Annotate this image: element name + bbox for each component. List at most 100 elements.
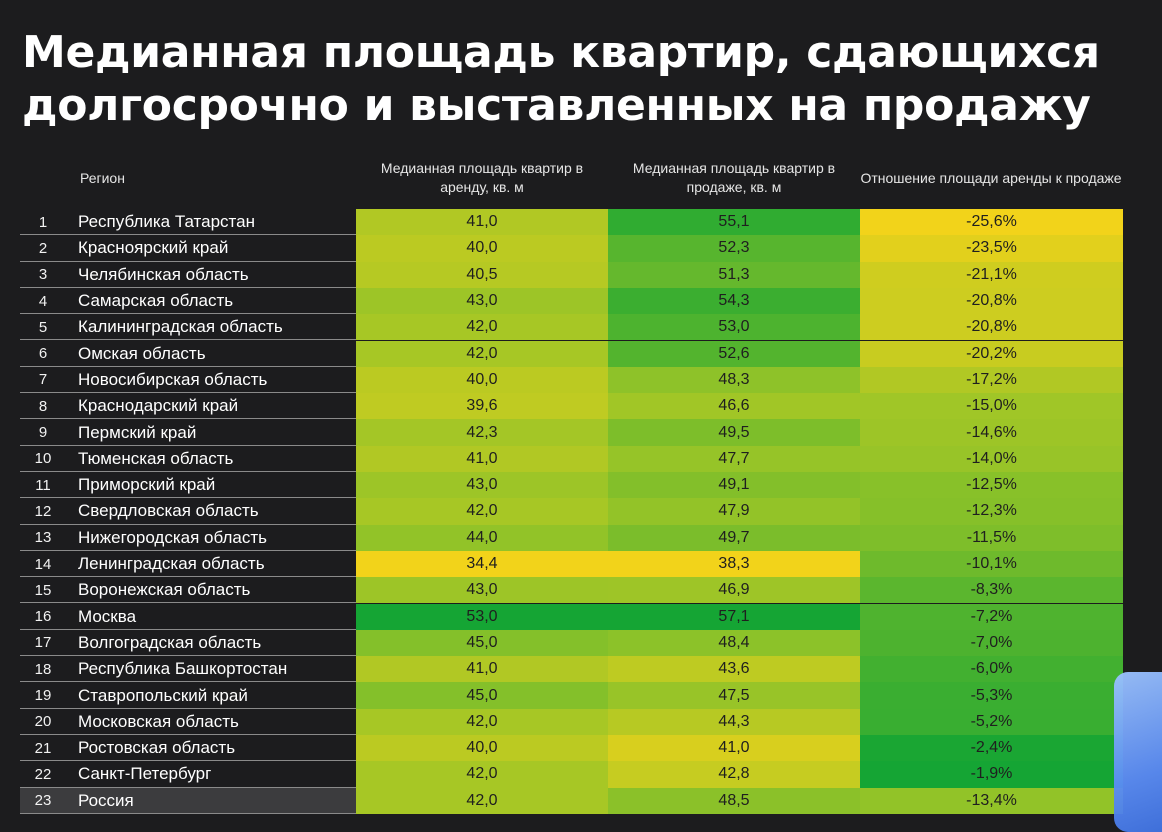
row-number: 7 <box>38 371 48 389</box>
region-name: Красноярский край <box>78 238 229 258</box>
region-name: Санкт-Петербург <box>78 764 212 784</box>
ratio-value-cell: -20,8% <box>860 314 1123 341</box>
sale-value-cell: 46,6 <box>608 393 860 420</box>
table-row: 8 Краснодарский край 39,6 46,6 -15,0% <box>20 393 1123 420</box>
row-number: 5 <box>38 318 48 336</box>
column-header-rent: Медианная площадь квартир в аренду, кв. … <box>380 160 584 195</box>
rent-value-cell: 40,0 <box>356 235 608 262</box>
rent-value-cell: 43,0 <box>356 577 608 604</box>
sale-value-cell: 49,7 <box>608 524 860 551</box>
ratio-value-cell: -20,8% <box>860 287 1123 315</box>
ratio-value-cell: -1,9% <box>860 761 1123 788</box>
ratio-value-cell: -5,2% <box>860 708 1123 735</box>
sale-value-cell: 49,1 <box>608 472 860 499</box>
row-number: 15 <box>34 581 52 599</box>
region-name: Республика Башкортостан <box>78 659 288 679</box>
ratio-value-cell: -7,0% <box>860 629 1123 657</box>
region-name: Омская область <box>78 343 206 363</box>
table-row: 4 Самарская область 43,0 54,3 -20,8% <box>20 287 1123 315</box>
ratio-value-cell: -8,3% <box>860 577 1123 604</box>
region-name: Республика Татарстан <box>78 212 255 232</box>
table-row: 21 Ростовская область 40,0 41,0 -2,4% <box>20 735 1123 762</box>
rent-value-cell: 42,0 <box>356 787 608 814</box>
sale-value-cell: 47,5 <box>608 682 860 709</box>
table-row: 7 Новосибирская область 40,0 48,3 -17,2% <box>20 366 1123 394</box>
rent-value-cell: 41,0 <box>356 209 608 236</box>
region-name: Москва <box>78 606 137 626</box>
row-number: 12 <box>34 502 52 520</box>
row-number: 23 <box>20 787 66 814</box>
region-name: Ростовская область <box>78 738 236 758</box>
region-name: Свердловская область <box>78 501 259 521</box>
table-row: 15 Воронежская область 43,0 46,9 -8,3% <box>20 577 1123 604</box>
table-row: 9 Пермский край 42,3 49,5 -14,6% <box>20 419 1123 446</box>
ratio-value-cell: -14,6% <box>860 419 1123 446</box>
column-header-sale: Медианная площадь квартир в продаже, кв.… <box>632 160 836 195</box>
sale-value-cell: 57,1 <box>608 603 860 630</box>
table-row: 20 Московская область 42,0 44,3 -5,2% <box>20 708 1123 736</box>
row-number: 13 <box>34 529 52 547</box>
ratio-value-cell: -6,0% <box>860 656 1123 683</box>
row-number: 2 <box>38 239 48 257</box>
sale-value-cell: 51,3 <box>608 261 860 288</box>
sale-value-cell: 47,9 <box>608 498 860 525</box>
rent-value-cell: 40,0 <box>356 366 608 394</box>
sale-value-cell: 53,0 <box>608 314 860 341</box>
column-header-region: Регион <box>80 169 125 186</box>
ratio-value-cell: -15,0% <box>860 393 1123 420</box>
row-number: 9 <box>38 424 48 442</box>
chart-title-line-2: долгосрочно и выставленных на продажу <box>22 80 1091 131</box>
table-row: 6 Омская область 42,0 52,6 -20,2% <box>20 340 1123 368</box>
table-row: 14 Ленинградская область 34,4 38,3 -10,1% <box>20 550 1123 578</box>
sale-value-cell: 48,4 <box>608 629 860 657</box>
region-name: Тюменская область <box>78 448 234 468</box>
region-name: Краснодарский край <box>78 396 239 416</box>
sale-value-cell: 48,5 <box>608 787 860 814</box>
row-number: 11 <box>35 476 51 494</box>
table-row: 10 Тюменская область 41,0 47,7 -14,0% <box>20 445 1123 473</box>
row-number: 8 <box>38 397 48 415</box>
ratio-value-cell: -21,1% <box>860 261 1123 288</box>
table-row: 22 Санкт-Петербург 42,0 42,8 -1,9% <box>20 761 1123 788</box>
sale-value-cell: 42,8 <box>608 761 860 788</box>
row-number: 17 <box>34 634 52 652</box>
sale-value-cell: 49,5 <box>608 419 860 446</box>
row-number: 18 <box>34 660 52 678</box>
rent-value-cell: 40,5 <box>356 261 608 288</box>
ratio-value-cell: -11,5% <box>860 524 1123 551</box>
sale-value-cell: 38,3 <box>608 550 860 578</box>
row-number: 6 <box>38 345 48 363</box>
table-row: 12 Свердловская область 42,0 47,9 -12,3% <box>20 498 1123 525</box>
ratio-value-cell: -17,2% <box>860 366 1123 394</box>
decorative-shape <box>1114 672 1162 832</box>
region-name: Россия <box>66 787 356 814</box>
ratio-value-cell: -2,4% <box>860 735 1123 762</box>
sale-value-cell: 48,3 <box>608 366 860 394</box>
ratio-value-cell: -20,2% <box>860 340 1123 367</box>
row-number: 4 <box>38 292 48 310</box>
table-row: 19 Ставропольский край 45,0 47,5 -5,3% <box>20 682 1123 709</box>
rent-value-cell: 43,0 <box>356 287 608 315</box>
sale-value-cell: 52,3 <box>608 235 860 262</box>
rent-value-cell: 42,0 <box>356 498 608 525</box>
region-name: Ставропольский край <box>78 685 248 705</box>
ratio-value-cell: -14,0% <box>860 445 1123 472</box>
table-row: 3 Челябинская область 40,5 51,3 -21,1% <box>20 261 1123 289</box>
rent-value-cell: 44,0 <box>356 524 608 551</box>
table-row: 5 Калининградская область 42,0 53,0 -20,8% <box>20 314 1123 341</box>
row-number: 1 <box>38 213 48 231</box>
rent-value-cell: 41,0 <box>356 656 608 683</box>
sale-value-cell: 43,6 <box>608 656 860 683</box>
row-number: 10 <box>34 450 52 468</box>
row-number: 16 <box>34 608 52 626</box>
row-number: 3 <box>38 266 48 284</box>
region-name: Нижегородская область <box>78 527 267 547</box>
rent-value-cell: 45,0 <box>356 629 608 657</box>
chart-title-line-1: Медианная площадь квартир, сдающихся <box>22 27 1100 78</box>
rent-value-cell: 34,4 <box>356 550 608 578</box>
rent-value-cell: 41,0 <box>356 445 608 472</box>
rent-value-cell: 42,0 <box>356 340 608 367</box>
rent-value-cell: 40,0 <box>356 735 608 762</box>
region-name: Ленинградская область <box>78 554 265 574</box>
rent-value-cell: 53,0 <box>356 603 608 630</box>
